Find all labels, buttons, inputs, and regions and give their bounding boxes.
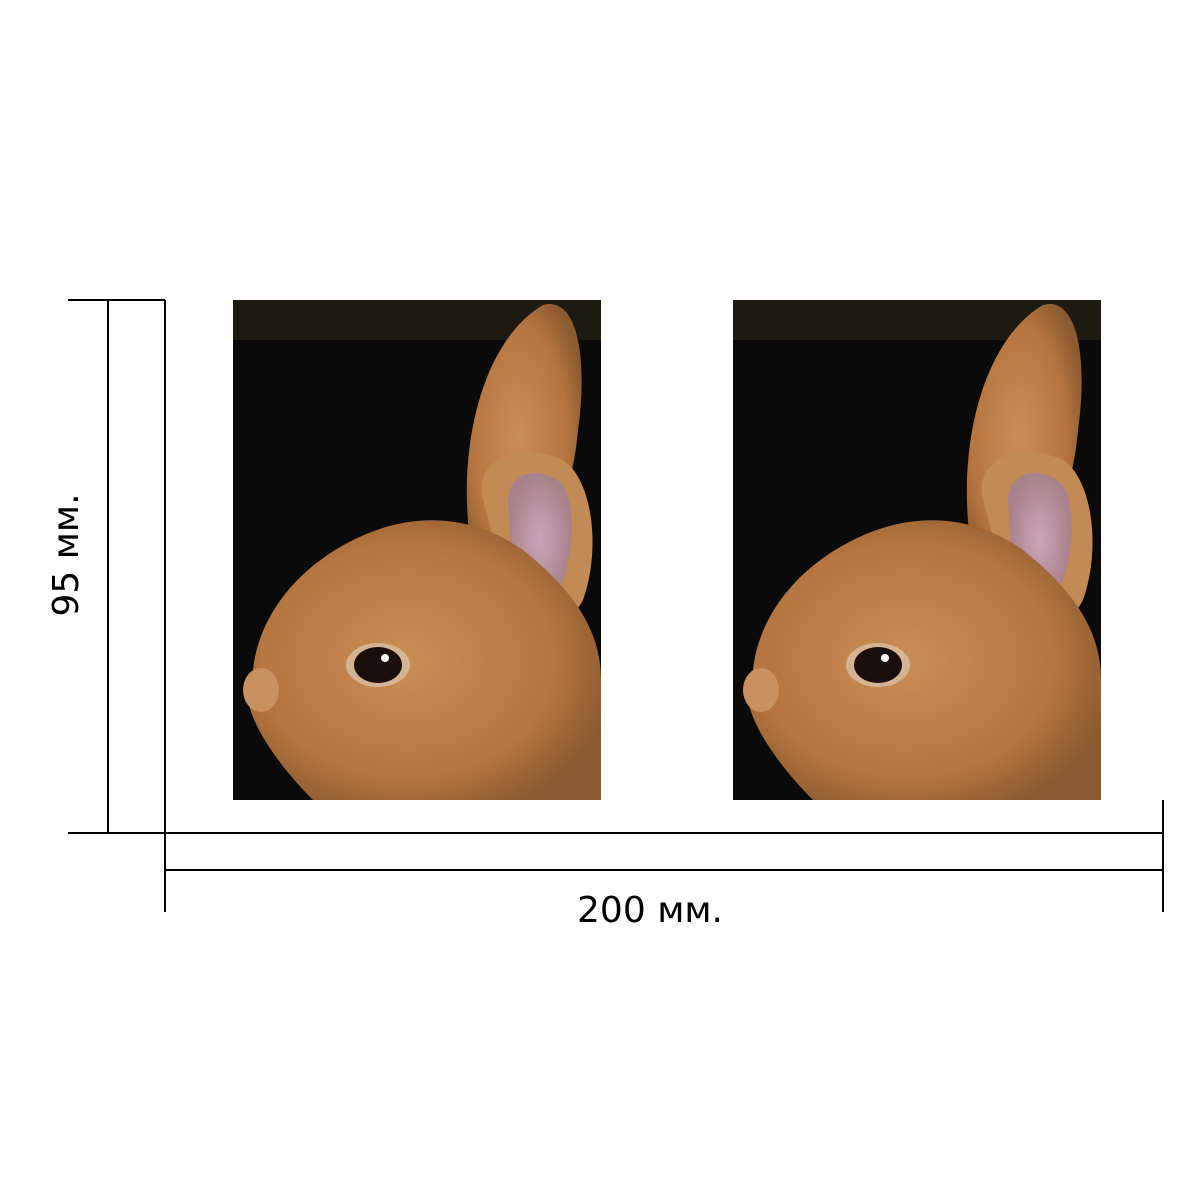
product-photo bbox=[233, 300, 601, 800]
product-photo bbox=[733, 300, 1101, 800]
height-label: 95 мм. bbox=[46, 493, 87, 616]
width-label: 200 мм. bbox=[577, 890, 723, 931]
